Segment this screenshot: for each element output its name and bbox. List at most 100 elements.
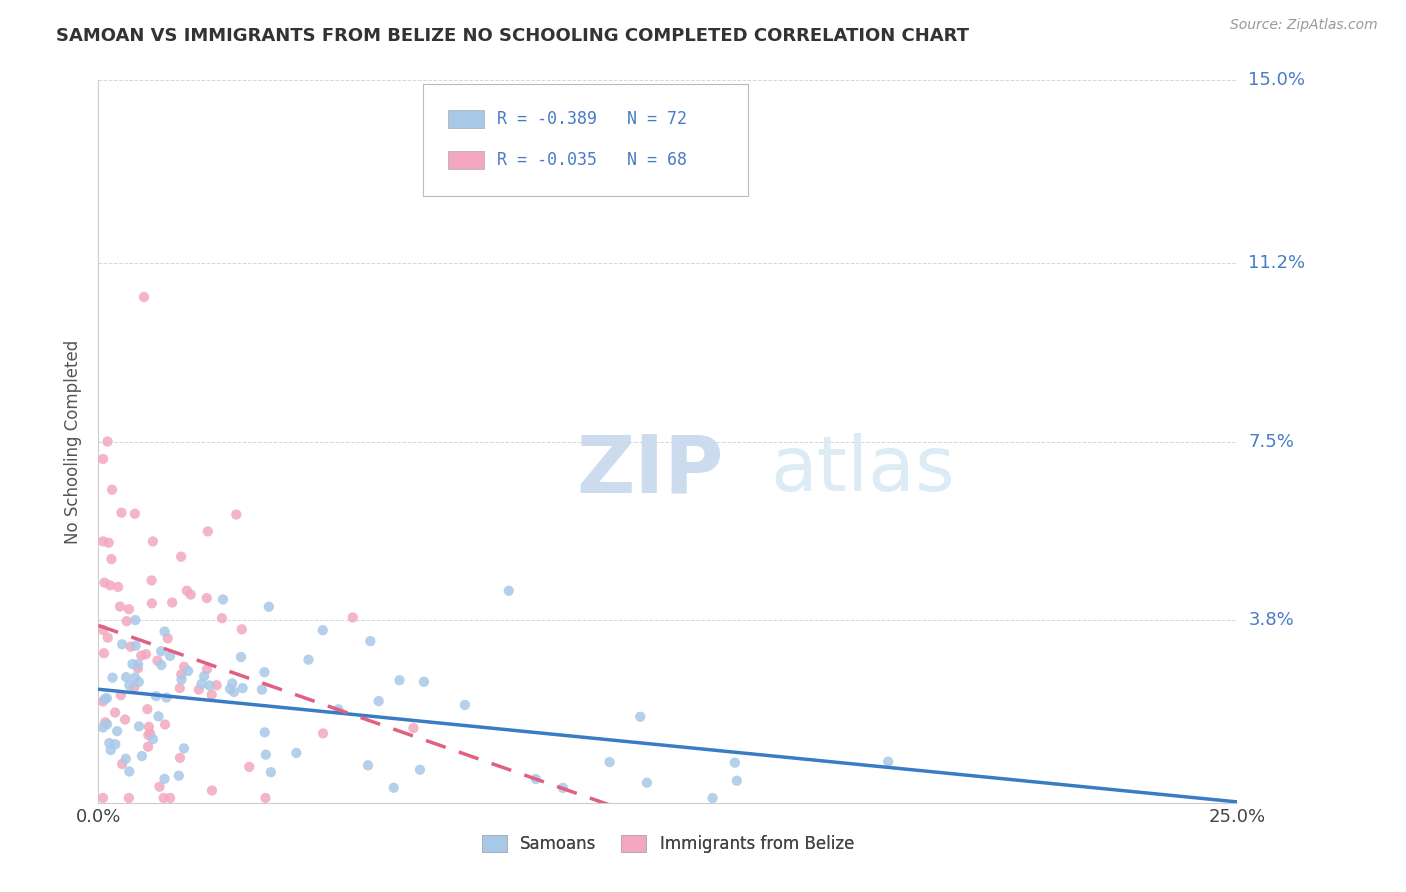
Point xyxy=(702,791,724,805)
Point xyxy=(128,674,150,689)
Point xyxy=(628,710,651,724)
Point xyxy=(97,535,120,549)
Point xyxy=(193,669,215,683)
Point xyxy=(118,764,141,779)
Point xyxy=(180,588,202,602)
Point xyxy=(118,602,141,616)
Text: R = -0.389   N = 72: R = -0.389 N = 72 xyxy=(498,110,688,128)
Point xyxy=(91,694,114,708)
Point xyxy=(229,650,252,665)
Legend: Samoans, Immigrants from Belize: Samoans, Immigrants from Belize xyxy=(475,828,860,860)
Point xyxy=(551,780,574,795)
Point xyxy=(93,646,115,660)
Point xyxy=(212,592,235,607)
Point xyxy=(94,715,117,730)
Point xyxy=(98,578,121,592)
Point xyxy=(136,739,159,754)
Point xyxy=(91,791,114,805)
Point xyxy=(148,780,170,794)
Point xyxy=(136,702,159,716)
Point xyxy=(169,681,191,695)
Text: atlas: atlas xyxy=(770,434,955,508)
Point xyxy=(118,791,141,805)
Point xyxy=(359,634,381,648)
Point xyxy=(127,661,149,675)
Point xyxy=(104,706,127,720)
Point xyxy=(219,681,242,696)
Point xyxy=(110,688,132,702)
Point xyxy=(297,653,319,667)
Point xyxy=(312,726,335,740)
Point xyxy=(139,727,162,741)
Point xyxy=(104,737,127,751)
Point xyxy=(195,591,218,606)
Point xyxy=(107,580,129,594)
Point xyxy=(160,595,183,609)
Point xyxy=(135,647,157,661)
Text: SAMOAN VS IMMIGRANTS FROM BELIZE NO SCHOOLING COMPLETED CORRELATION CHART: SAMOAN VS IMMIGRANTS FROM BELIZE NO SCHO… xyxy=(56,27,969,45)
Point xyxy=(115,614,138,628)
Point xyxy=(285,746,308,760)
Point xyxy=(91,452,114,467)
Point xyxy=(201,783,224,797)
Point xyxy=(128,719,150,733)
Point xyxy=(155,690,177,705)
Point xyxy=(127,657,149,672)
Point xyxy=(141,574,163,588)
Point xyxy=(100,552,122,566)
Point xyxy=(153,772,176,786)
Y-axis label: No Schooling Completed: No Schooling Completed xyxy=(65,340,83,543)
Point xyxy=(357,758,380,772)
Text: 11.2%: 11.2% xyxy=(1249,254,1306,272)
Point xyxy=(141,596,163,610)
Point xyxy=(413,674,436,689)
Point xyxy=(195,662,218,676)
Text: R = -0.035   N = 68: R = -0.035 N = 68 xyxy=(498,151,688,169)
Point xyxy=(724,756,747,770)
Point xyxy=(148,709,170,723)
Point xyxy=(382,780,405,795)
Point xyxy=(367,694,389,708)
Point xyxy=(124,613,146,627)
Point xyxy=(167,769,190,783)
Point xyxy=(120,640,142,654)
Point xyxy=(108,599,131,614)
Point xyxy=(138,728,160,742)
Point xyxy=(190,677,212,691)
Text: 7.5%: 7.5% xyxy=(1249,433,1295,450)
Point xyxy=(254,791,277,805)
Text: Source: ZipAtlas.com: Source: ZipAtlas.com xyxy=(1230,18,1378,32)
Point xyxy=(222,685,245,699)
Point xyxy=(118,678,141,692)
Point xyxy=(253,665,276,680)
Point xyxy=(221,676,243,690)
Point xyxy=(636,775,658,789)
Point xyxy=(91,720,114,734)
Point xyxy=(146,654,169,668)
Point xyxy=(94,692,117,706)
Point xyxy=(201,688,224,702)
Point xyxy=(96,691,118,706)
Point xyxy=(342,610,364,624)
Point xyxy=(205,678,228,692)
Point xyxy=(98,736,121,750)
Point xyxy=(153,624,176,639)
Point xyxy=(198,678,221,692)
Point xyxy=(138,720,160,734)
Point xyxy=(170,549,193,564)
Point xyxy=(238,760,260,774)
Point xyxy=(142,534,165,549)
Point xyxy=(101,671,124,685)
Point xyxy=(211,611,233,625)
FancyBboxPatch shape xyxy=(449,151,485,169)
Point xyxy=(111,757,134,772)
Point xyxy=(725,773,748,788)
Point xyxy=(150,644,173,658)
Point xyxy=(91,623,114,637)
Point xyxy=(96,717,118,731)
Point xyxy=(121,657,143,671)
Point xyxy=(124,680,146,694)
Point xyxy=(231,622,253,636)
Point xyxy=(156,632,179,646)
Point xyxy=(93,575,115,590)
